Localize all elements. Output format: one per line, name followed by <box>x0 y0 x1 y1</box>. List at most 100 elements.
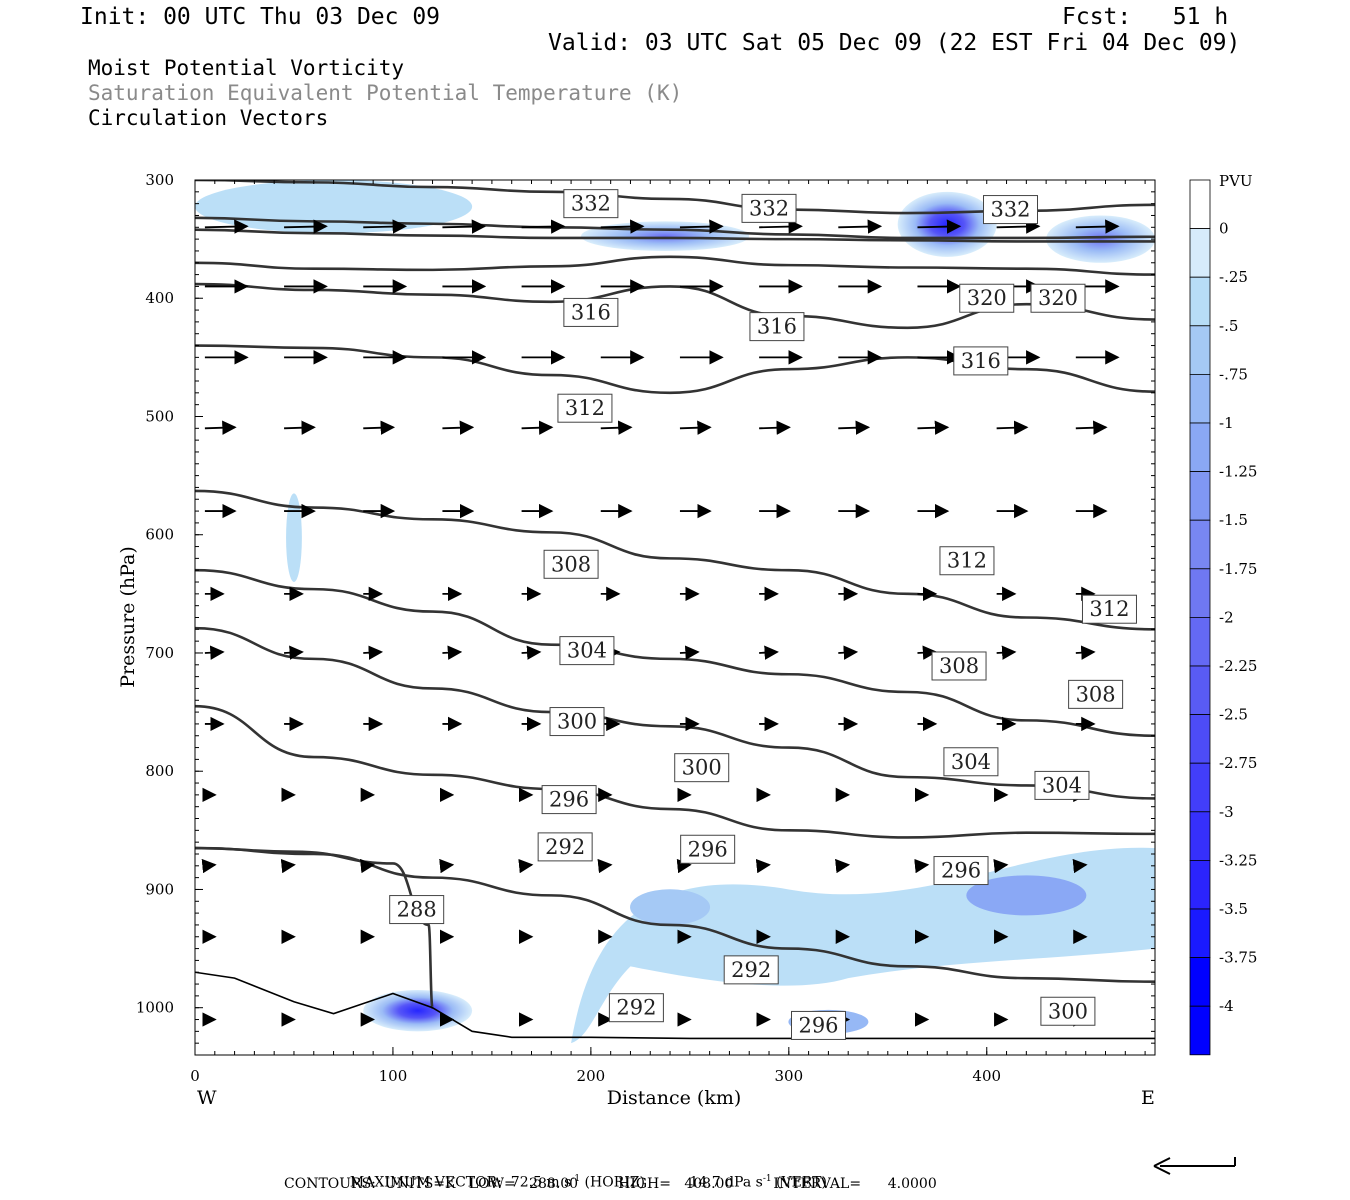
colorbar-swatch <box>1189 276 1211 327</box>
wind-vector <box>204 219 249 234</box>
contour-label-box <box>559 636 615 666</box>
contour-label-text: 292 <box>545 835 585 859</box>
contour-label: 304 <box>559 636 615 666</box>
reference-vector <box>1153 1157 1236 1175</box>
contour-label: 332 <box>563 189 619 219</box>
colorbar-label: -1.25 <box>1219 463 1257 481</box>
wind-vector <box>917 219 962 234</box>
contour-label-text: 296 <box>798 1013 838 1037</box>
contour-label: 296 <box>541 785 597 815</box>
contour-312 <box>195 344 1155 395</box>
contour-label: 332 <box>741 193 797 223</box>
x-axis-west-label: W <box>197 1087 217 1109</box>
contour-label: 292 <box>723 955 779 985</box>
contour-label: 312 <box>1081 594 1137 624</box>
contour-label-box <box>1034 770 1090 800</box>
wind-vector <box>363 219 408 234</box>
contour-label-box <box>943 747 999 777</box>
wind-vector <box>284 420 316 435</box>
y-axis-title: Pressure (hPa) <box>117 546 139 688</box>
wind-vector <box>679 219 724 234</box>
wind-vector <box>600 420 633 435</box>
wind-vector <box>284 219 328 234</box>
contour-304 <box>195 568 1155 738</box>
y-tick-label: 600 <box>145 526 174 544</box>
colorbar-swatch <box>1189 762 1211 813</box>
contour-label-text: 332 <box>571 192 611 216</box>
contour-320 <box>195 255 1155 276</box>
mpv-region-upper-jet-far-east <box>1046 215 1155 263</box>
wind-vector <box>280 858 296 874</box>
contour-label: 288 <box>389 895 445 925</box>
init-label: Init: 00 UTC Thu 03 Dec 09 <box>80 4 441 30</box>
x-axis-title: Distance (km) <box>607 1087 742 1109</box>
x-tick-label: 200 <box>577 1067 606 1085</box>
colorbar-label: -2 <box>1219 608 1234 626</box>
wind-vector <box>759 645 779 660</box>
colorbar-swatch <box>1189 568 1211 618</box>
mpv-core-west <box>630 889 711 926</box>
wind-vector <box>521 420 554 435</box>
wind-vector <box>914 858 930 874</box>
contour-label: 316 <box>749 312 805 342</box>
contour-label-text: 304 <box>1042 773 1082 797</box>
x-axis-east-label: E <box>1141 1087 1155 1109</box>
contour-308 <box>195 489 1155 631</box>
wind-vector <box>993 858 1009 874</box>
contour-label-text: 312 <box>947 549 987 573</box>
contour-label-box <box>931 651 987 681</box>
colorbar-swatch <box>1189 373 1211 424</box>
y-tick-label: 800 <box>145 762 174 780</box>
contour-label-text: 308 <box>551 552 591 576</box>
contour-label-box <box>608 993 664 1023</box>
contour-label: 292 <box>537 832 593 862</box>
y-tick-label: 400 <box>145 289 174 307</box>
colorbar-label: -2.25 <box>1219 657 1257 675</box>
contour-label-text: 300 <box>682 756 722 780</box>
contour-label-text: 308 <box>939 654 979 678</box>
y-tick-label: 500 <box>145 407 174 425</box>
contour-label-box <box>953 346 1009 376</box>
wind-vector <box>359 858 376 874</box>
contour-label-box <box>1081 594 1137 624</box>
colorbar-swatch <box>1189 811 1211 861</box>
colorbar-label: -3 <box>1219 803 1234 821</box>
contour-324 <box>195 228 1155 243</box>
contour-label: 308 <box>1068 679 1124 709</box>
wind-vector <box>201 858 217 874</box>
contour-label: 316 <box>953 346 1009 376</box>
contour-296 <box>195 704 1155 839</box>
contour-label-box <box>939 546 995 576</box>
colorbar-swatch <box>1189 1005 1211 1056</box>
contour-label: 296 <box>680 834 736 864</box>
contour-label-text: 316 <box>757 315 797 339</box>
contour-label-text: 308 <box>1076 682 1116 706</box>
wind-vector <box>363 645 384 660</box>
wind-vector <box>835 858 851 874</box>
contour-label-text: 296 <box>941 859 981 883</box>
wind-vector <box>518 858 534 874</box>
contour-label-text: 316 <box>571 300 611 324</box>
contour-label-text: 292 <box>616 996 656 1020</box>
wind-vector <box>838 645 859 660</box>
terrain-surface <box>195 971 1155 1040</box>
contour-288 <box>195 846 434 1009</box>
colorbar-label: 0 <box>1219 220 1229 238</box>
contour-label-box <box>933 856 989 886</box>
contour-label-box <box>791 1010 847 1040</box>
contour-label-box <box>1068 679 1124 709</box>
field-title-thetae: Saturation Equivalent Potential Temperat… <box>88 81 683 105</box>
colorbar-label: -4 <box>1219 997 1234 1015</box>
colorbar-label: -1.5 <box>1219 511 1248 529</box>
contour-label: 296 <box>791 1010 847 1040</box>
contour-label-box <box>723 955 779 985</box>
wind-vector <box>676 858 692 874</box>
colorbar-swatch <box>1189 422 1211 472</box>
colorbar-label: -3.75 <box>1219 949 1257 967</box>
contour-label: 308 <box>543 549 599 579</box>
wind-vector <box>597 858 613 874</box>
contour-label-box <box>543 549 599 579</box>
colorbar-unit: PVU <box>1219 172 1253 190</box>
wind-vector <box>600 219 645 234</box>
